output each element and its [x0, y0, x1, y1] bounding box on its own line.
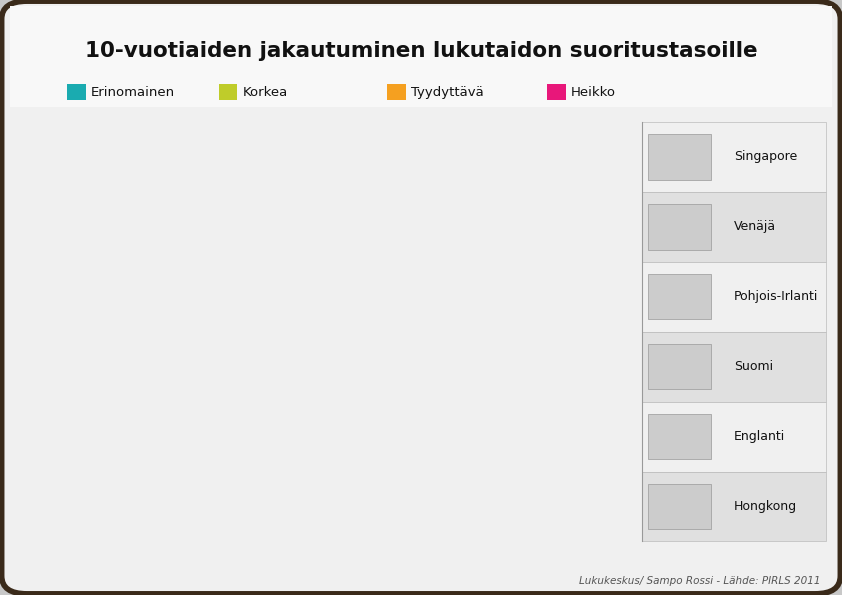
- Point: [627, 222, 641, 231]
- Text: Lukukeskus/ Sampo Rossi - Lähde: PIRLS 2011: Lukukeskus/ Sampo Rossi - Lähde: PIRLS 2…: [579, 576, 821, 586]
- Point: [604, 432, 617, 441]
- Text: Singapore: Singapore: [734, 151, 797, 164]
- Point: [153, 362, 167, 371]
- Text: 87%: 87%: [550, 318, 578, 331]
- Text: 54%: 54%: [357, 458, 385, 471]
- Point: [159, 292, 173, 302]
- Text: Hongkong: Hongkong: [734, 500, 797, 513]
- Point: [627, 362, 641, 371]
- Point: [189, 152, 202, 162]
- Text: 97%: 97%: [608, 178, 637, 191]
- Point: [364, 432, 377, 441]
- Point: [159, 222, 173, 231]
- Text: 93%: 93%: [585, 527, 613, 540]
- Point: [557, 292, 571, 302]
- Text: 99%: 99%: [620, 388, 648, 400]
- Text: 58%: 58%: [380, 318, 408, 331]
- Bar: [55, 122, 640, 192]
- Text: 18%: 18%: [146, 527, 174, 540]
- Point: [592, 502, 605, 511]
- Text: Korkea: Korkea: [242, 86, 288, 99]
- Text: 97%: 97%: [608, 318, 637, 331]
- Text: 95%: 95%: [596, 458, 625, 471]
- Point: [153, 502, 167, 511]
- Bar: [55, 471, 640, 541]
- Point: [627, 502, 641, 511]
- Text: 19%: 19%: [152, 248, 180, 261]
- Text: Pohjois-Irlanti: Pohjois-Irlanti: [734, 290, 818, 303]
- Text: 63%: 63%: [409, 388, 438, 400]
- Point: [586, 362, 600, 371]
- Text: Erinomainen: Erinomainen: [91, 86, 175, 99]
- Point: [387, 292, 401, 302]
- Text: Englanti: Englanti: [734, 430, 786, 443]
- Text: Venäjä: Venäjä: [734, 220, 776, 233]
- Text: Heikko: Heikko: [571, 86, 616, 99]
- Point: [417, 222, 430, 231]
- Point: [417, 362, 430, 371]
- Bar: [55, 331, 640, 402]
- Point: [440, 502, 454, 511]
- Text: 63%: 63%: [409, 248, 438, 261]
- Text: 67%: 67%: [433, 527, 461, 540]
- Text: 99%: 99%: [620, 248, 648, 261]
- Text: 62%: 62%: [403, 178, 432, 191]
- Text: 87%: 87%: [550, 178, 578, 191]
- Text: Suomi: Suomi: [734, 360, 773, 373]
- Point: [616, 152, 629, 162]
- Point: [557, 152, 571, 162]
- Text: 18%: 18%: [146, 388, 174, 400]
- Point: [534, 432, 547, 441]
- Text: 18%: 18%: [146, 458, 174, 471]
- Text: 83%: 83%: [526, 458, 555, 471]
- Point: [411, 152, 424, 162]
- Text: 92%: 92%: [579, 388, 607, 400]
- Text: 10-vuotiaiden jakautuminen lukutaidon suoritustasoille: 10-vuotiaiden jakautuminen lukutaidon su…: [85, 40, 757, 61]
- Text: 19%: 19%: [152, 318, 180, 331]
- Point: [616, 292, 629, 302]
- Point: [153, 432, 167, 441]
- Bar: [55, 192, 640, 262]
- Text: 92%: 92%: [579, 248, 607, 261]
- Text: 99%: 99%: [620, 527, 648, 540]
- Bar: [55, 402, 640, 471]
- Text: Tyydyttävä: Tyydyttävä: [411, 86, 483, 99]
- Bar: [55, 262, 640, 331]
- Text: 24%: 24%: [181, 178, 210, 191]
- Point: [586, 222, 600, 231]
